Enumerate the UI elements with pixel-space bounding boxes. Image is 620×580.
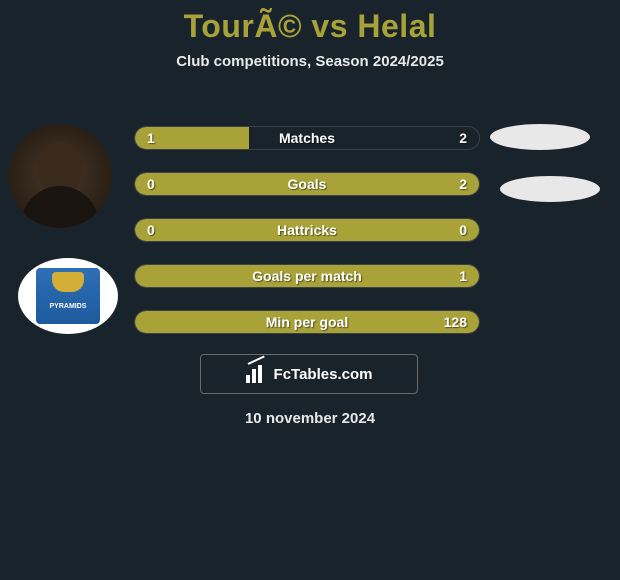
- subtitle: Club competitions, Season 2024/2025: [0, 53, 620, 70]
- stat-row-mpg: Min per goal 128: [134, 310, 480, 334]
- stat-label: Matches: [279, 130, 335, 146]
- stat-row-gpm: Goals per match 1: [134, 264, 480, 288]
- stat-label: Min per goal: [266, 314, 348, 330]
- date-text: 10 november 2024: [245, 410, 375, 427]
- stat-label: Hattricks: [277, 222, 337, 238]
- stat-label: Goals: [288, 176, 327, 192]
- opponent-avatar-2: [500, 176, 600, 202]
- stat-value-right: 0: [459, 222, 467, 238]
- team-logo-label: PYRAMIDS: [50, 303, 87, 310]
- stat-row-matches: 1 Matches 2: [134, 126, 480, 150]
- player-avatar: [8, 124, 112, 228]
- stat-value-left: 0: [147, 222, 155, 238]
- brand-text: FcTables.com: [274, 366, 373, 383]
- stats-container: 1 Matches 2 0 Goals 2 0 Hattricks 0 Goal…: [134, 126, 480, 356]
- stat-row-hattricks: 0 Hattricks 0: [134, 218, 480, 242]
- stat-value-left: 0: [147, 176, 155, 192]
- stat-value-right: 128: [444, 314, 467, 330]
- stat-value-left: 1: [147, 130, 155, 146]
- team-logo-shield: PYRAMIDS: [36, 268, 100, 324]
- page-title: TourÃ© vs Helal: [0, 0, 620, 45]
- stat-value-right: 2: [459, 176, 467, 192]
- opponent-avatar-1: [490, 124, 590, 150]
- brand-box: FcTables.com: [200, 354, 418, 394]
- stat-row-goals: 0 Goals 2: [134, 172, 480, 196]
- stat-value-right: 2: [459, 130, 467, 146]
- chart-icon: [246, 365, 268, 383]
- stat-label: Goals per match: [252, 268, 362, 284]
- team-logo: PYRAMIDS: [18, 258, 118, 334]
- stat-value-right: 1: [459, 268, 467, 284]
